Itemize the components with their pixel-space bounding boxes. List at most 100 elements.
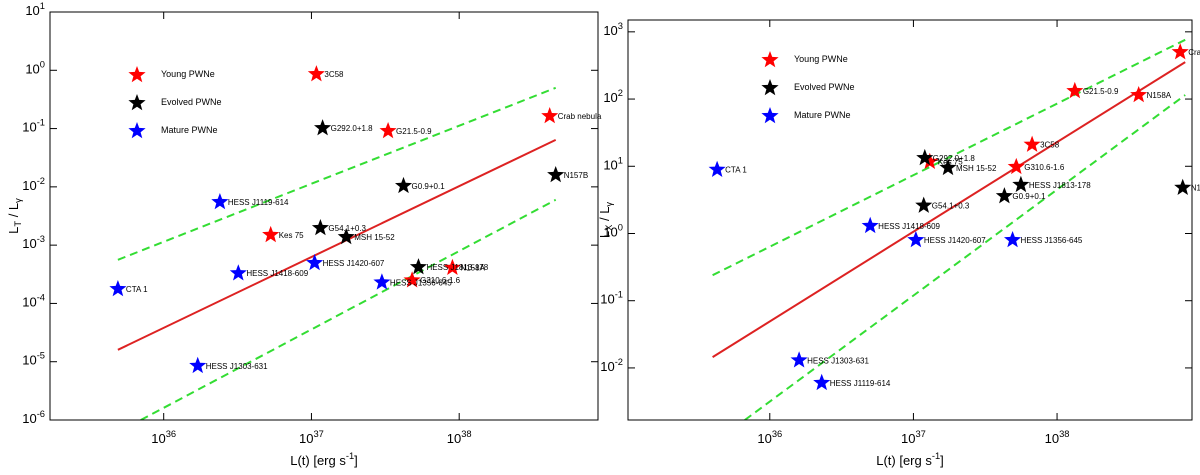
star-marker [189,356,207,374]
point-label: G292.0+1.8 [331,124,374,133]
star-marker [1007,157,1025,175]
star-marker [1012,175,1030,193]
star-marker [1130,86,1148,103]
point-label: G54.1+0.3 [932,202,970,211]
point-label: 3C58 [1040,141,1060,150]
point-label: N157B [564,171,588,180]
fit-line [712,61,1186,358]
legend-marker [128,94,146,111]
y-tick-label: 10-1 [600,290,623,307]
point-label: G0.9+0.1 [412,182,446,191]
star-marker [1171,43,1189,60]
point-label: HESS J1420-607 [323,259,385,268]
point-label: G54.1+0.3 [328,224,366,233]
legend-label: Evolved PWNe [794,82,855,92]
y-tick-label: 10-3 [22,235,45,252]
confidence-band [140,198,557,420]
star-marker [813,373,831,391]
x-tick-label: 1038 [1045,429,1070,446]
plot-area [712,38,1186,420]
star-marker [861,216,879,234]
point-label: G0.9+0.1 [1012,192,1046,201]
star-marker [109,280,127,297]
legend-marker [761,51,779,68]
fit-line [117,138,557,351]
point-label: G292.0+1.8 [933,154,976,163]
confidence-band [712,38,1186,277]
point-label: N158A [460,264,485,273]
point-label: CTA 1 [725,166,747,175]
star-marker [939,158,957,176]
legend-marker [761,79,779,96]
legend-label: Young PWNe [161,69,215,79]
star-marker [547,166,565,183]
y-tick-label: 10-4 [22,293,45,310]
x-tick-label: 1037 [299,429,324,446]
y-tick-label: 10-1 [22,118,45,135]
y-tick-label: 10-6 [22,409,45,426]
star-marker [443,258,461,275]
star-marker [262,225,280,243]
point-label: MSH 15-52 [354,233,395,242]
point-label: Crab nebula [1188,48,1200,57]
star-marker [915,196,933,213]
point-label: G310.6-1.6 [420,276,461,285]
x-axis-label: L(t) [erg s-1] [290,451,358,468]
legend-marker [128,122,146,139]
confidence-band [117,86,557,261]
y-axis-label: LT / Lγ [6,198,23,234]
star-marker [409,258,427,275]
point-label: HESS J1303-631 [206,362,268,371]
star-marker [541,107,559,124]
y-tick-label: 10-2 [22,176,45,193]
x-axis-label: L(t) [erg s-1] [876,451,944,468]
axes-frame [627,19,1193,421]
star-marker [373,273,391,290]
star-marker [306,253,324,271]
y-tick-label: 103 [603,21,623,38]
point-label: 3C58 [324,70,344,79]
axes-frame [49,11,599,421]
star-marker [921,152,939,169]
legend-marker [128,66,146,83]
star-marker [995,187,1013,204]
star-marker [229,264,247,281]
point-label: HESS J1303-631 [807,356,869,365]
legend-label: Evolved PWNe [161,97,222,107]
y-tick-label: 102 [603,89,623,106]
legend-label: Mature PWNe [161,125,218,135]
point-label: Crab nebula [558,112,602,121]
star-marker [337,228,355,245]
y-tick-label: 101 [25,1,45,18]
point-label: CTA 1 [126,285,148,294]
point-label: N158A [1147,91,1172,100]
point-label: HESS J1420-607 [924,236,986,245]
y-axis-label: LX / Lγ [597,202,614,239]
legend-marker [761,107,779,124]
y-tick-label: 10-2 [600,357,623,374]
star-marker [1023,135,1041,152]
star-marker [314,119,332,136]
point-label: HESS J1356-645 [1021,236,1083,245]
point-label: HESS J1813-178 [1029,181,1091,190]
plot-area [117,86,557,420]
legend-label: Mature PWNe [794,110,851,120]
star-marker [403,271,421,288]
star-marker [916,148,934,166]
star-marker [1174,178,1192,195]
x-tick-label: 1036 [757,429,782,446]
star-marker [1066,81,1084,99]
star-marker [907,231,925,248]
x-tick-label: 1037 [901,429,926,446]
point-label: HESS J1418-609 [878,222,940,231]
point-label: HESS J1356-645 [390,278,452,287]
y-tick-label: 100 [25,60,45,77]
point-label: HESS J1119-614 [228,198,289,207]
point-label: Kes 75 [279,231,304,240]
legend-label: Young PWNe [794,54,848,64]
point-label: G21.5-0.9 [396,127,432,136]
star-marker [307,65,325,82]
y-tick-label: 100 [603,223,623,240]
point-label: HESS J1418-609 [246,269,308,278]
